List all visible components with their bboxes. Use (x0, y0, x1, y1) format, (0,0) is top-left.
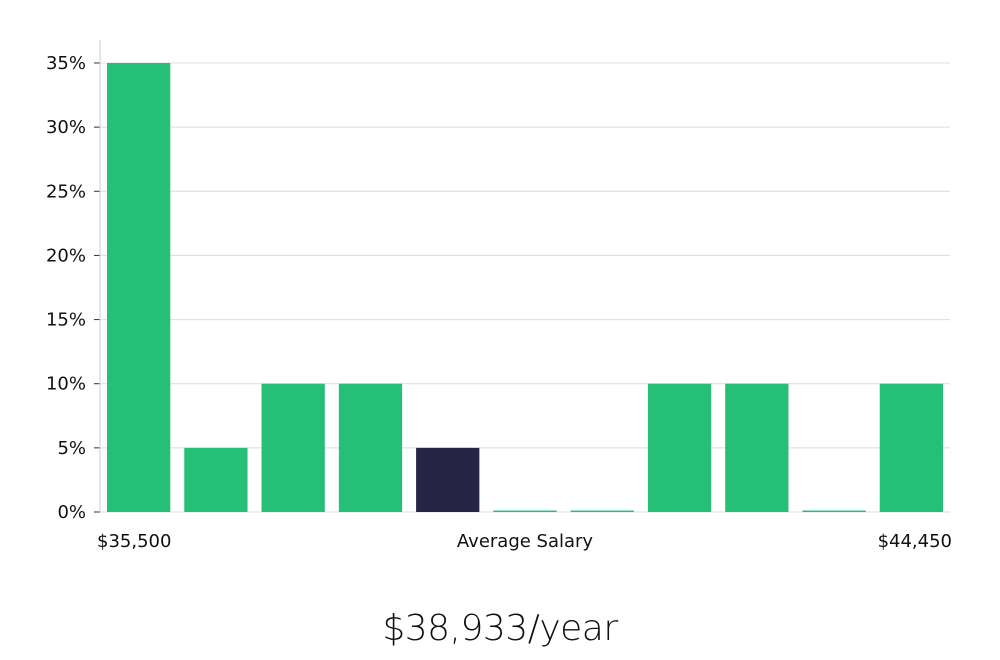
bar (725, 383, 789, 512)
x-axis-min-label: $35,500 (97, 531, 171, 552)
average-salary-value: $38,933/year (382, 608, 618, 649)
bar (338, 383, 403, 512)
y-tick-label: 35% (46, 53, 86, 74)
bars (107, 63, 943, 512)
y-tick-label: 5% (57, 438, 86, 459)
x-axis-center-label: Average Salary (457, 531, 594, 552)
y-tick-label: 15% (46, 310, 86, 331)
bar-highlighted (416, 447, 480, 512)
y-tick-label: 25% (46, 181, 86, 202)
y-tick-label: 0% (57, 502, 86, 523)
bar (107, 63, 171, 512)
bar (493, 510, 557, 512)
salary-histogram: 0% 5% 10% 15% 20% 25% 30% 35% $35,500 Average S… (46, 40, 952, 552)
bar (879, 383, 943, 512)
bar (570, 510, 634, 512)
y-axis-ticks: 0% 5% 10% 15% 20% 25% 30% 35% (46, 53, 100, 523)
bar (647, 383, 712, 512)
x-axis-max-label: $44,450 (878, 531, 952, 552)
y-tick-label: 30% (46, 117, 86, 138)
y-tick-label: 10% (46, 374, 86, 395)
bar (184, 447, 248, 512)
grid-lines (100, 62, 950, 513)
y-tick-label: 20% (46, 245, 86, 266)
bar (802, 510, 866, 512)
bar (261, 383, 325, 512)
